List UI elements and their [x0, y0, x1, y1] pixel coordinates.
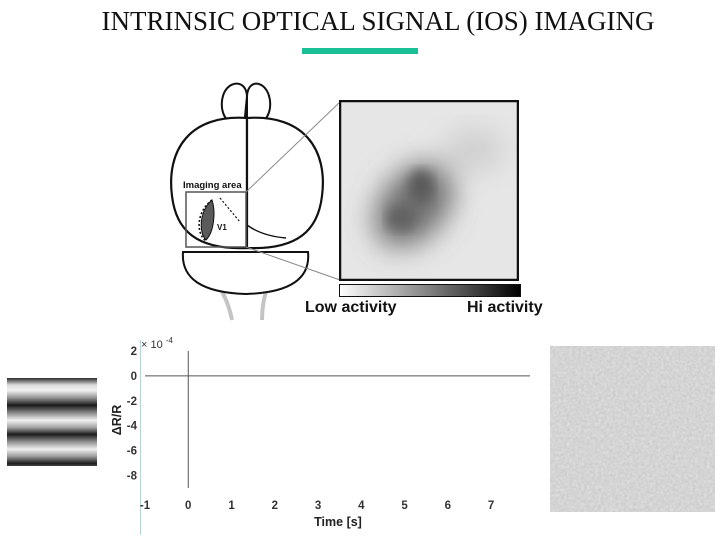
imaging-area-box — [185, 191, 247, 248]
ios-signal-chart: -1 0 1 2 3 4 5 6 7 2 0 -2 -4 -6 -8 × 10 -4 Time [s] ΔR… — [110, 336, 530, 529]
y-tick-label: 0 — [131, 371, 137, 383]
x-tick-label: 3 — [315, 500, 321, 512]
activity-colorbar — [339, 284, 521, 297]
ios-noise-frame — [550, 346, 715, 512]
x-tick-label: -1 — [140, 500, 151, 512]
x-tick-label: 6 — [445, 500, 451, 512]
y-tick-label: -8 — [127, 471, 138, 483]
title-underline — [302, 48, 418, 54]
y-tick-label: -6 — [127, 446, 137, 458]
stimulus-grating — [7, 378, 97, 466]
y-exponent-label: × 10 -4 — [141, 336, 173, 351]
x-tick-label: 7 — [488, 500, 494, 512]
x-tick-label: 4 — [358, 500, 365, 512]
x-axis-label: Time [s] — [314, 515, 362, 529]
ios-activity-map — [339, 100, 519, 281]
brain-diagram: Imaging area V1 — [170, 82, 324, 321]
slide-title: INTRINSIC OPTICAL SIGNAL (IOS) IMAGING — [101, 6, 655, 36]
y-tick-label: -2 — [127, 396, 137, 408]
x-tick-label: 1 — [228, 500, 235, 512]
y-axis-label: ΔR/R — [110, 405, 124, 436]
chart-left-rule — [140, 340, 141, 535]
x-tick-label: 5 — [401, 500, 408, 512]
v1-region — [200, 199, 215, 241]
y-tick-label: -4 — [127, 421, 138, 433]
y-tick-label: 2 — [131, 346, 137, 358]
zoom-connector-lines — [245, 101, 341, 281]
x-tick-label: 0 — [185, 500, 191, 512]
v1-label: V1 — [217, 223, 227, 232]
colorbar-low-label: Low activity — [305, 299, 397, 316]
x-tick-label: 2 — [272, 500, 278, 512]
colorbar-high-label: Hi activity — [467, 299, 543, 316]
imaging-area-label: Imaging area — [183, 180, 242, 191]
